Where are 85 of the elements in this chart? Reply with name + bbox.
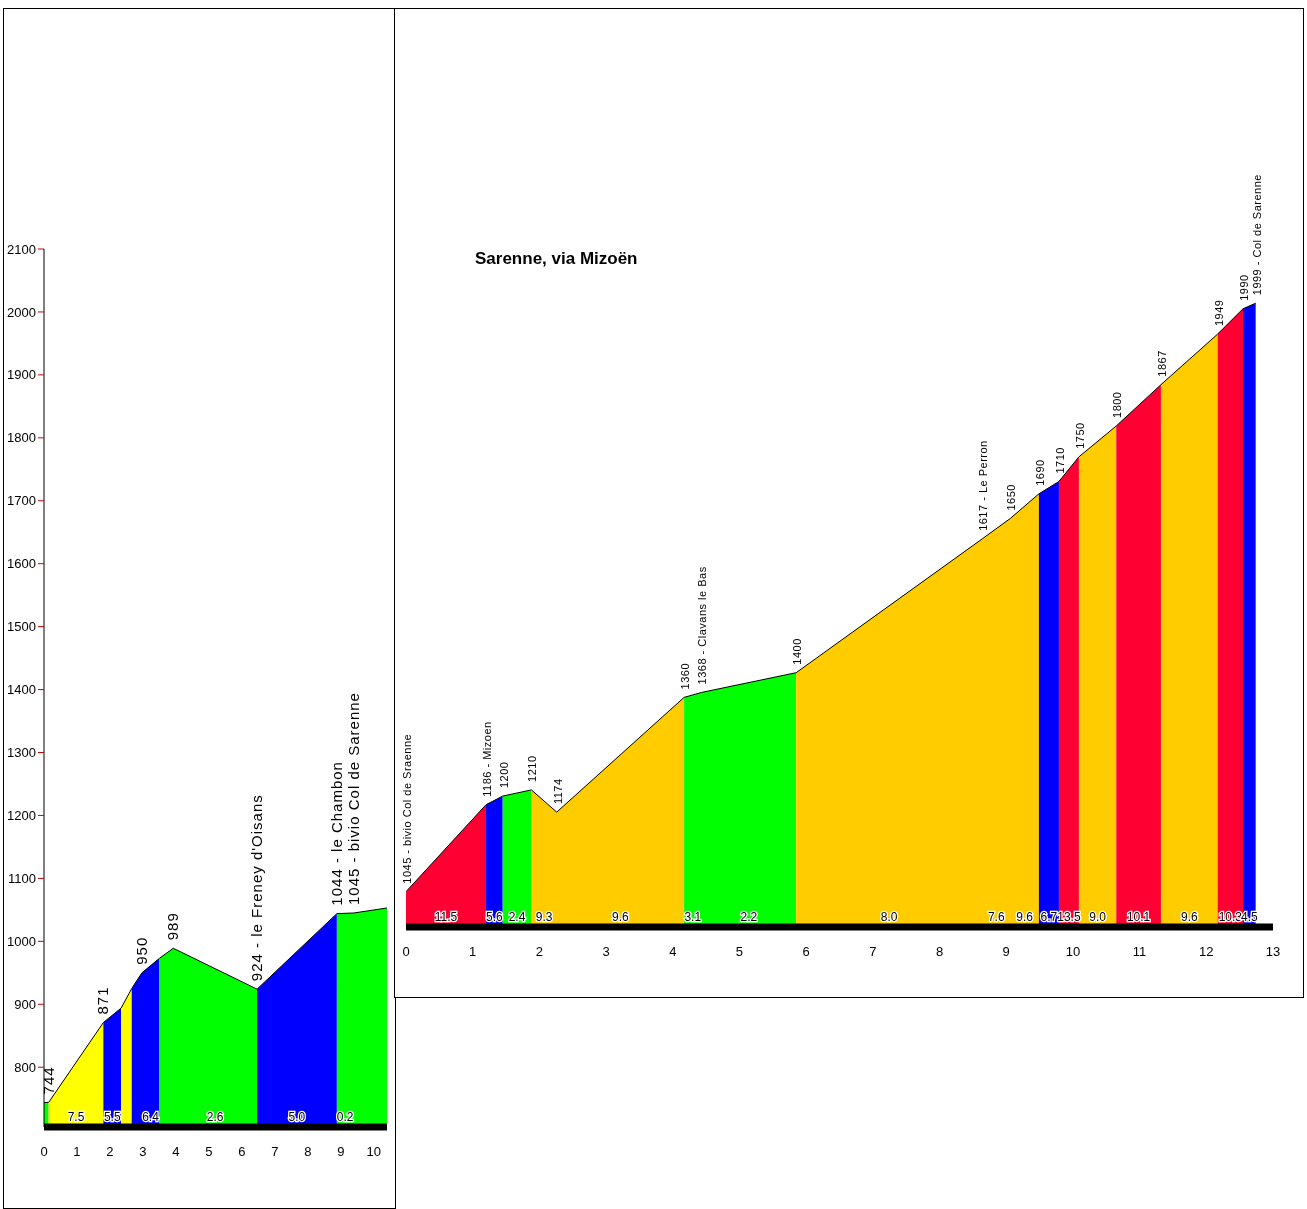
y-tick-label: 900	[14, 996, 36, 1012]
annotation: 10.1	[1126, 910, 1151, 924]
x-tick-label: 1	[73, 1144, 81, 1160]
annotation: 5.5	[103, 1110, 121, 1124]
x-tick-label: 4	[669, 944, 677, 960]
data-label: 1690	[1033, 459, 1046, 486]
data-label: 1186 - Mizoen	[481, 721, 494, 797]
data-label: 1210	[526, 755, 539, 782]
data-label: 950	[132, 936, 150, 965]
annotation: 7.6	[987, 910, 1005, 924]
x-tick-label: 9	[337, 1144, 345, 1160]
x-tick-label: 12	[1199, 944, 1214, 960]
data-label: 1368 - Clavans le Bas	[696, 566, 709, 685]
y-tick-label: 1000	[7, 933, 36, 949]
data-label: 1650	[1005, 484, 1018, 511]
annotation: 3.1	[684, 910, 702, 924]
y-tick-label: 1400	[7, 682, 36, 698]
annotation: 11.5	[434, 910, 458, 924]
y-tick-label: 2100	[7, 241, 36, 257]
annotation: 5.0	[288, 1110, 306, 1124]
annotation: 5.6	[486, 910, 504, 924]
x-tick-label: 7	[869, 944, 877, 960]
annotation: 9.6	[1180, 910, 1198, 924]
data-label: 1400	[791, 638, 804, 665]
data-label: 1360	[679, 662, 692, 690]
data-label: 744	[39, 1066, 57, 1095]
data-label: 1750	[1073, 422, 1086, 449]
x-tick-label: 3	[602, 944, 610, 960]
y-tick-label: 2000	[7, 304, 36, 320]
x-tick-label: 2	[535, 944, 543, 960]
data-label: 1617 - Le Perron	[977, 440, 990, 531]
y-tick-label: 800	[14, 1059, 36, 1075]
y-tick-label: 1100	[8, 871, 36, 887]
x-tick-label: 5	[735, 944, 744, 960]
x-tick-label: 5	[205, 1144, 213, 1160]
y-tick-label: 1200	[7, 808, 36, 824]
x-tick-label: 2	[106, 1144, 114, 1160]
x-tick-label: 3	[139, 1144, 147, 1160]
x-tick-label: 6	[238, 1144, 246, 1160]
data-label: 1949	[1212, 299, 1225, 327]
x-tick-label: 8	[935, 944, 944, 960]
data-label: 989	[164, 912, 182, 941]
x-tick-label: 6	[802, 944, 810, 960]
data-label: 1200	[497, 761, 510, 789]
y-tick-label: 1700	[7, 493, 36, 509]
annotation: 9.3	[535, 910, 553, 924]
data-label: 871	[94, 986, 112, 1015]
data-label: 1990	[1237, 274, 1250, 301]
x-tick-label: 10	[1065, 944, 1081, 960]
annotation: 2.6	[206, 1110, 224, 1124]
annotation: 0.2	[336, 1110, 354, 1124]
data-label: 1867	[1155, 350, 1168, 377]
x-tick-label: 8	[304, 1144, 312, 1160]
annotation: 8.0	[880, 910, 898, 924]
x-tick-label: 9	[1002, 944, 1010, 960]
data-label: 1999 - Col de Sarenne	[1250, 174, 1263, 296]
data-label: 1710	[1053, 447, 1066, 474]
annotation: 9.6	[1016, 910, 1034, 924]
x-tick-label: 13	[1265, 944, 1281, 960]
x-tick-label: 4	[172, 1144, 180, 1160]
annotation: 9.0	[1089, 910, 1107, 924]
data-label: 1174	[551, 778, 564, 805]
y-tick-label: 1300	[7, 745, 36, 761]
chart-title: Sarenne, via Mizoën	[475, 249, 638, 269]
x-tick-label: 11	[1132, 944, 1147, 960]
data-label: 1044 - le Chambon	[327, 761, 345, 906]
data-label: 924 - le Freney d'Oisans	[248, 794, 266, 982]
x-tick-label: 7	[271, 1144, 279, 1160]
x-tick-label: 0	[40, 1144, 48, 1160]
y-tick-label: 1800	[7, 430, 36, 446]
annotation: 6.4	[142, 1110, 160, 1124]
annotation: 2.4	[508, 910, 526, 924]
annotation: 7.5	[67, 1110, 85, 1124]
annotation: 9.6	[612, 910, 630, 924]
y-tick-label: 1600	[7, 556, 36, 572]
y-tick-label: 1500	[7, 619, 36, 635]
annotation: 6.7	[1040, 910, 1058, 924]
data-label: 1045 - bivio Col de Sraenne	[401, 733, 413, 884]
data-label: 1800	[1111, 391, 1124, 418]
x-tick-label: 0	[402, 944, 410, 960]
x-tick-label: 1	[469, 944, 477, 960]
data-label: 1045 - bivio Col de Sarenne	[344, 692, 362, 906]
annotation: 2.2	[740, 910, 758, 924]
x-tick-label: 10	[366, 1144, 382, 1160]
y-tick-label: 1900	[7, 367, 36, 383]
